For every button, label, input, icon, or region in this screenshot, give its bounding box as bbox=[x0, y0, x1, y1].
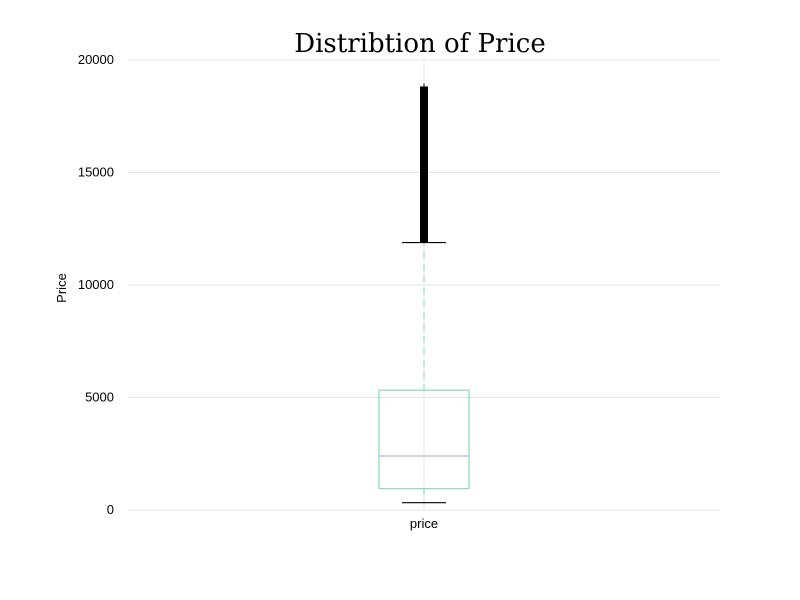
outlier-points bbox=[420, 86, 428, 243]
boxplot-marks bbox=[378, 83, 470, 504]
x-tick-label: price bbox=[410, 516, 438, 531]
iqr-box bbox=[378, 389, 470, 490]
y-tick-label: 20000 bbox=[78, 52, 114, 67]
y-tick-label: 15000 bbox=[78, 165, 114, 180]
y-tick-label: 10000 bbox=[78, 277, 114, 292]
y-tick-label: 5000 bbox=[85, 390, 114, 405]
y-axis-label: Price bbox=[54, 273, 69, 303]
y-tick-label: 0 bbox=[107, 502, 114, 517]
y-tick-labels: 0 5000 10000 15000 20000 bbox=[78, 52, 114, 517]
chart-title: Distribtion of Price bbox=[294, 29, 546, 59]
x-tick-labels: price bbox=[410, 516, 438, 531]
